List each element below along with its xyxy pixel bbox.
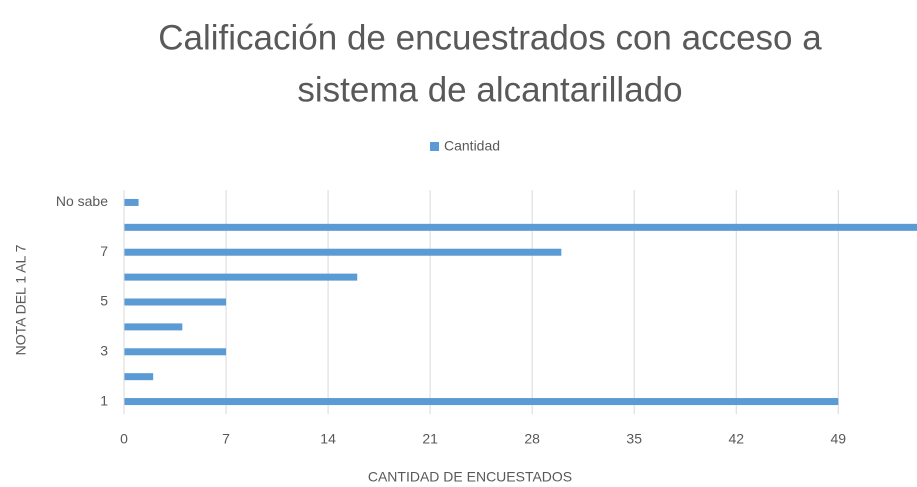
y-tick-label: 5 — [100, 293, 108, 309]
bar — [124, 248, 562, 256]
x-tick-label: 14 — [320, 431, 336, 447]
bar — [124, 398, 839, 406]
x-tick-label: 28 — [524, 431, 540, 447]
legend-swatch — [430, 142, 439, 151]
bar — [124, 323, 183, 331]
bar — [124, 298, 227, 306]
x-axis-title: CANTIDAD DE ENCUESTADOS — [368, 469, 572, 485]
bar — [124, 223, 917, 231]
x-tick-label: 7 — [222, 431, 230, 447]
x-tick-label: 21 — [422, 431, 438, 447]
y-tick-label: 1 — [100, 392, 108, 408]
chart-title: Calificación de encuestrados con acceso … — [158, 18, 822, 57]
y-tick-label: 7 — [100, 243, 108, 259]
bar — [124, 348, 227, 356]
y-tick-label: No sabe — [56, 193, 108, 209]
y-axis-title: NOTA DEL 1 AL 7 — [13, 244, 29, 355]
bars — [124, 198, 917, 406]
chart-title: sistema de alcantarillado — [297, 70, 682, 109]
x-tick-label: 35 — [626, 431, 642, 447]
bar — [124, 273, 358, 281]
bar — [124, 373, 154, 381]
x-tick-label: 42 — [728, 431, 744, 447]
legend-label: Cantidad — [444, 138, 500, 154]
bar — [124, 198, 139, 206]
x-tick-label: 0 — [120, 431, 128, 447]
grid — [123, 190, 839, 414]
y-tick-label: 3 — [100, 342, 108, 358]
x-tick-label: 49 — [830, 431, 846, 447]
